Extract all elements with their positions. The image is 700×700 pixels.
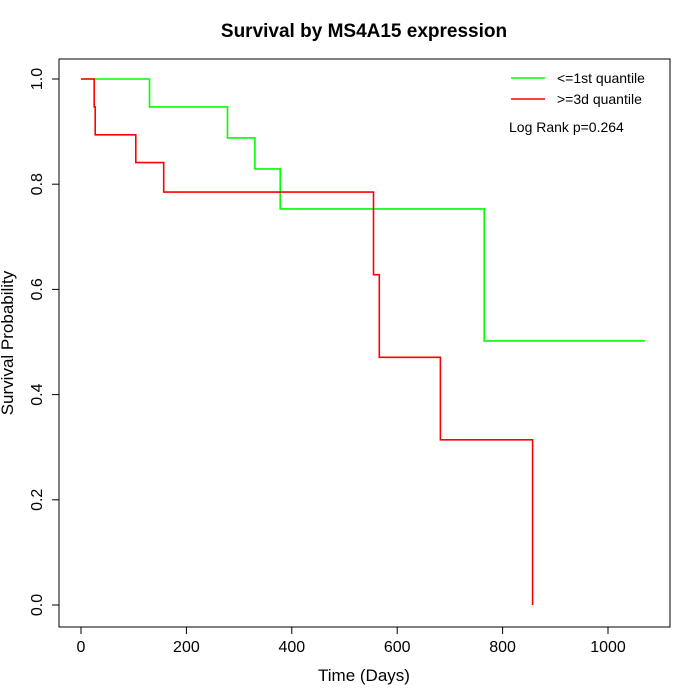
survival-curve-high	[81, 78, 534, 605]
x-tick-label: 0	[77, 639, 86, 656]
plot-frame	[58, 58, 671, 628]
y-axis-label: Survival Probability	[0, 270, 17, 415]
x-tick-label: 800	[489, 639, 516, 656]
x-axis-label: Time (Days)	[318, 666, 410, 685]
y-axis: 0.0 0.2 0.4 0.6 0.8 1.0	[29, 68, 59, 616]
series-layer	[81, 78, 645, 605]
legend-label-low: <=1st quantile	[557, 70, 645, 86]
y-tick-label: 0.4	[29, 383, 46, 405]
survival-curve-low	[81, 78, 645, 342]
x-tick-label: 400	[278, 639, 305, 656]
legend-label-high: >=3d quantile	[557, 91, 642, 107]
chart-title: Survival by MS4A15 expression	[221, 21, 507, 42]
y-tick-label: 0.8	[29, 173, 46, 195]
x-tick-label: 600	[384, 639, 411, 656]
y-tick-label: 0.2	[29, 489, 46, 511]
y-tick-label: 0.0	[29, 594, 46, 616]
legend: <=1st quantile >=3d quantile Log Rank p=…	[509, 70, 645, 135]
log-rank-annotation: Log Rank p=0.264	[509, 119, 624, 135]
x-tick-label: 200	[173, 639, 200, 656]
x-axis: 0 200 400 600 800 1000	[77, 626, 626, 656]
y-tick-label: 1.0	[29, 68, 46, 90]
x-tick-label: 1000	[590, 639, 626, 656]
y-tick-label: 0.6	[29, 278, 46, 300]
